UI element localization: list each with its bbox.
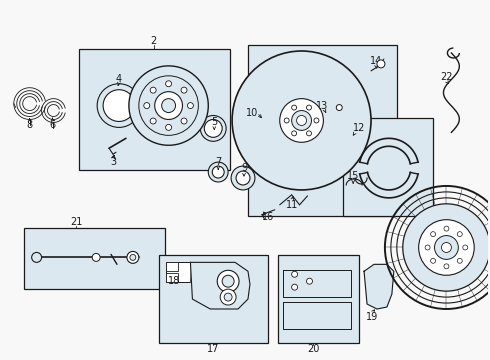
Text: 21: 21 xyxy=(70,217,82,227)
Polygon shape xyxy=(283,302,351,329)
Text: 15: 15 xyxy=(347,171,359,181)
Circle shape xyxy=(463,245,468,250)
Circle shape xyxy=(435,235,458,260)
Text: 9: 9 xyxy=(241,163,247,173)
Text: 4: 4 xyxy=(116,74,122,84)
Circle shape xyxy=(212,166,224,178)
Circle shape xyxy=(200,116,226,141)
Circle shape xyxy=(224,293,232,301)
Circle shape xyxy=(222,275,234,287)
Bar xyxy=(166,262,177,271)
Circle shape xyxy=(188,103,194,109)
Circle shape xyxy=(103,90,135,121)
Circle shape xyxy=(208,162,228,182)
Text: 14: 14 xyxy=(370,56,382,66)
Circle shape xyxy=(139,76,198,135)
Circle shape xyxy=(204,120,222,137)
Text: 6: 6 xyxy=(49,121,55,130)
Text: 12: 12 xyxy=(353,123,366,134)
Bar xyxy=(166,273,177,282)
Circle shape xyxy=(307,105,312,110)
Text: 7: 7 xyxy=(215,157,221,167)
Circle shape xyxy=(92,253,100,261)
Circle shape xyxy=(431,232,436,237)
Circle shape xyxy=(292,105,296,110)
Bar xyxy=(24,228,165,289)
Text: 2: 2 xyxy=(150,36,157,46)
Polygon shape xyxy=(364,264,394,309)
Bar xyxy=(166,262,191,282)
Circle shape xyxy=(162,99,175,113)
Circle shape xyxy=(457,258,462,263)
Polygon shape xyxy=(283,270,351,297)
Bar xyxy=(79,49,230,170)
Polygon shape xyxy=(191,262,250,309)
Bar xyxy=(343,118,433,216)
Circle shape xyxy=(296,116,307,125)
Circle shape xyxy=(155,92,182,120)
Text: 13: 13 xyxy=(316,100,328,111)
Circle shape xyxy=(292,111,312,130)
Circle shape xyxy=(217,270,239,292)
Text: 17: 17 xyxy=(207,344,220,354)
Circle shape xyxy=(97,84,141,127)
Circle shape xyxy=(431,258,436,263)
Circle shape xyxy=(292,284,297,290)
Circle shape xyxy=(129,66,208,145)
Circle shape xyxy=(236,171,250,185)
Circle shape xyxy=(418,220,474,275)
Circle shape xyxy=(150,87,156,93)
Circle shape xyxy=(307,131,312,136)
Text: 18: 18 xyxy=(169,276,181,286)
Circle shape xyxy=(166,125,171,130)
Text: 1: 1 xyxy=(439,239,444,249)
Circle shape xyxy=(292,271,297,277)
Bar xyxy=(248,45,397,216)
Text: 11: 11 xyxy=(286,200,298,210)
Circle shape xyxy=(150,118,156,124)
Circle shape xyxy=(403,204,490,291)
Circle shape xyxy=(32,252,42,262)
Circle shape xyxy=(232,51,371,190)
Circle shape xyxy=(444,264,449,269)
Bar xyxy=(159,255,268,343)
Circle shape xyxy=(441,243,451,252)
Bar xyxy=(278,255,359,343)
Circle shape xyxy=(314,118,319,123)
Circle shape xyxy=(181,118,187,124)
Circle shape xyxy=(336,105,342,111)
Text: 22: 22 xyxy=(440,72,453,82)
Circle shape xyxy=(457,232,462,237)
Circle shape xyxy=(444,226,449,231)
Circle shape xyxy=(377,60,385,68)
Circle shape xyxy=(284,118,289,123)
Circle shape xyxy=(181,87,187,93)
Circle shape xyxy=(166,81,171,87)
Circle shape xyxy=(425,245,430,250)
Circle shape xyxy=(127,251,139,264)
Circle shape xyxy=(144,103,150,109)
Circle shape xyxy=(220,289,236,305)
Text: 16: 16 xyxy=(262,212,274,222)
Circle shape xyxy=(307,278,313,284)
Text: 19: 19 xyxy=(366,312,378,322)
Circle shape xyxy=(280,99,323,142)
Circle shape xyxy=(130,255,136,260)
Text: 3: 3 xyxy=(110,157,116,167)
Circle shape xyxy=(292,131,296,136)
Text: 10: 10 xyxy=(246,108,258,117)
Text: 20: 20 xyxy=(307,344,319,354)
Circle shape xyxy=(231,166,255,190)
Text: 5: 5 xyxy=(211,117,218,127)
Text: 8: 8 xyxy=(26,121,33,130)
